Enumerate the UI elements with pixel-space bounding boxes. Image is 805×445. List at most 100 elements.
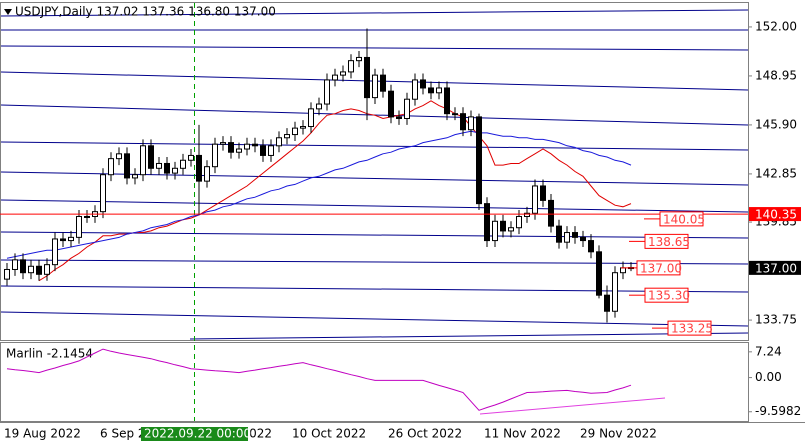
candle-body [348,60,354,73]
candle-body [508,227,514,232]
candle-body [460,113,466,131]
candle-body [596,251,602,296]
candle-body [476,116,482,205]
last-price-label: 137.00 [755,261,797,275]
chart-title: USDJPY,Daily 137.02 137.36 136.80 137.00 [15,5,276,19]
channel-line [1,9,748,17]
candle-body [524,212,530,217]
candle-body [268,145,274,156]
hline-price-box [749,207,801,222]
candle-body [540,185,546,201]
level-label: 140.05 [663,212,705,226]
level-label: 137.00 [640,261,682,275]
y-tick-label: 145.90 [755,117,797,131]
candle-body [236,148,242,153]
candle-body [452,113,458,116]
candle-body [300,126,306,129]
y-tick-label: 152.00 [755,19,797,33]
level-box [667,320,712,336]
candle-body [484,203,490,242]
candle-body [332,74,338,81]
candle-body [548,199,554,227]
level-label: 135.30 [648,289,690,303]
level-box [659,211,704,227]
candle-body [84,215,90,218]
candle-body [44,264,50,275]
moving-average [6,130,632,259]
candle-body [172,167,178,174]
candle-body [612,272,618,312]
candle-body [356,56,362,62]
candle-body [284,134,290,139]
level-box [644,287,689,303]
candle-body [108,158,114,176]
y-tick-label: 7.24 [755,344,782,358]
crosshair-label: 2022.09.22 00:00 [144,427,251,441]
candle-body [252,143,258,147]
candle-body [292,127,298,136]
candle-body [380,74,386,92]
candle-body [340,71,346,76]
candle-body [244,143,250,150]
candle-body [572,232,578,238]
candle-body [36,265,42,275]
x-tick-label: 26 Oct 2022 [388,427,462,441]
y-tick-label: 142.85 [755,166,797,180]
level-label: 138.65 [648,235,690,249]
channel-line [1,311,748,327]
candle-body [388,90,394,118]
last-price-box [749,260,801,275]
channel-line [1,199,748,213]
candle-body [164,162,170,174]
candle-body [116,153,122,160]
candle-body [52,238,58,266]
candle-body [212,143,218,168]
candle-body [580,236,586,242]
moving-average [38,100,632,282]
candle-body [620,267,626,274]
candle-body [492,220,498,242]
x-tick-label: 29 Nov 2022 [580,427,657,441]
y-tick-label: 148.95 [755,68,797,82]
candle-body [396,116,402,119]
candle-body [420,79,426,89]
candle-body [260,145,266,156]
y-tick-label: -9.5982 [755,404,801,418]
indicator-trendline [479,397,666,415]
candle-body [412,79,418,100]
candle-body [132,174,138,179]
candle-body [316,103,322,110]
candle-body [276,137,282,147]
candle-body [500,220,506,232]
x-tick-label: 11 Nov 2022 [484,427,561,441]
candle-body [188,154,194,161]
candle-body [20,259,26,274]
candle-body [76,215,82,238]
channel-line [1,231,748,239]
candle-body [516,215,522,229]
candle-body [428,87,434,94]
candle-body [28,265,34,274]
channel-line [1,45,748,51]
indicator-line [6,348,632,411]
candle-body [4,268,10,280]
candle-body [364,56,370,99]
candle-body [404,98,410,119]
level-box [644,233,689,249]
candle-body [100,174,106,213]
candle-body [140,145,146,176]
channel-line [1,285,748,293]
channel-line [1,141,748,151]
candle-body [468,116,474,131]
menu-triangle[interactable] [4,9,12,15]
candle-body [68,236,74,242]
level-box [636,260,681,276]
candle-body [556,225,562,243]
candle-body [124,153,130,179]
indicator-frame [0,342,749,422]
candle-body [220,142,226,145]
candle-body [228,142,234,153]
candle-body [324,79,330,105]
y-tick-label: 133.75 [755,313,797,327]
